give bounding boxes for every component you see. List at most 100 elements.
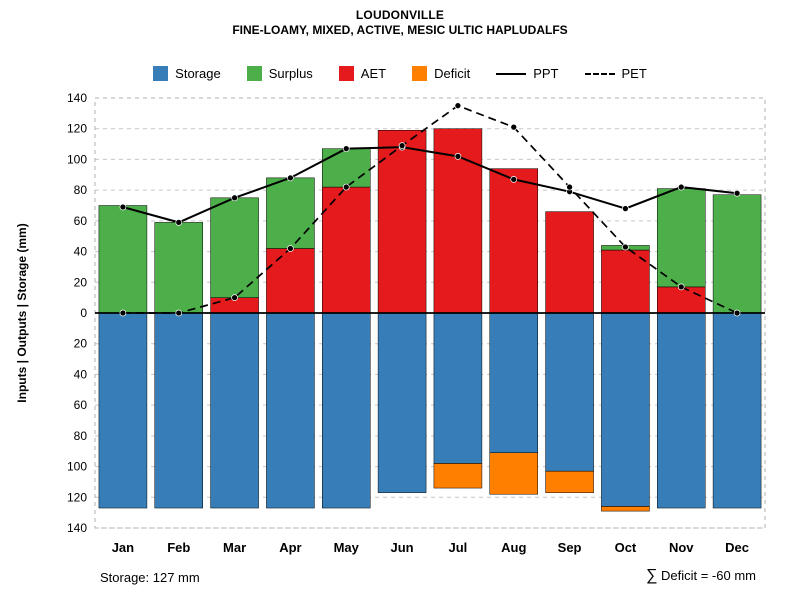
x-tick-label: Nov	[669, 540, 694, 555]
y-tick-label: 140	[67, 91, 87, 105]
bar-segment-aet	[657, 286, 706, 314]
legend-label-surplus: Surplus	[268, 66, 313, 81]
x-tick-label: Jul	[449, 540, 468, 555]
x-tick-label: Feb	[167, 540, 190, 555]
ppt-marker	[231, 194, 238, 202]
ppt-line	[122, 146, 738, 224]
legend-item-deficit: Deficit	[412, 66, 470, 81]
x-tick-label: Oct	[615, 540, 637, 555]
pet-marker	[566, 183, 573, 191]
pet-marker	[622, 243, 629, 251]
legend-item-aet: AET	[338, 66, 387, 81]
bar-segment-surplus	[657, 188, 706, 288]
x-tick-label: Mar	[223, 540, 246, 555]
legend-label-deficit: Deficit	[434, 66, 471, 81]
bar-segment-deficit	[545, 470, 594, 493]
legend-label-aet: AET	[360, 66, 387, 81]
sigma-symbol: ∑	[645, 567, 658, 584]
pet-marker	[175, 309, 183, 317]
y-tick-label: 80	[74, 429, 88, 443]
y-tick-label: 120	[67, 490, 87, 504]
bar-segment-surplus	[322, 148, 371, 188]
pet-marker	[342, 183, 350, 191]
legend-label-ppt: PPT	[533, 66, 559, 81]
legend-item-surplus: Surplus	[246, 66, 313, 81]
chart-legend: Storage Surplus AET Deficit PPT PET	[0, 66, 800, 81]
y-tick-label: 40	[74, 245, 88, 259]
pet-marker	[231, 294, 238, 301]
bar-segment-storage	[154, 312, 203, 509]
bar-segment-deficit	[489, 452, 538, 495]
x-tick-label: May	[334, 540, 360, 555]
deficit-swatch-icon	[412, 66, 428, 81]
bar-segment-surplus	[210, 197, 259, 298]
bar-segment-storage	[322, 312, 371, 509]
aet-swatch-icon	[338, 66, 354, 81]
ppt-solid-line-icon	[496, 72, 527, 75]
y-axis-title: Inputs | Outputs | Storage (mm)	[15, 223, 29, 402]
y-tick-label: 40	[74, 367, 88, 381]
page-title: LOUDONVILLE	[355, 8, 445, 22]
bar-segment-surplus	[712, 194, 762, 314]
deficit-text: Deficit = -60 mm	[657, 568, 756, 583]
ppt-marker	[119, 203, 127, 211]
pet-dashed-line-icon	[584, 72, 615, 75]
y-tick-label: 60	[74, 398, 88, 412]
bar-segment-surplus	[98, 205, 148, 314]
bar-segment-storage	[266, 312, 315, 509]
ppt-marker	[733, 189, 741, 197]
legend-label-storage: Storage	[175, 66, 221, 81]
bar-segment-deficit	[433, 463, 483, 489]
y-tick-label: 80	[74, 183, 88, 197]
y-tick-label: 60	[74, 214, 88, 228]
x-tick-label: Sep	[558, 540, 582, 555]
y-tick-label: 140	[67, 521, 87, 535]
ppt-marker	[677, 183, 685, 191]
bar-segment-aet	[266, 248, 315, 314]
x-tick-label: Jun	[391, 540, 414, 555]
bar-segment-storage	[489, 312, 538, 453]
pet-marker	[733, 309, 741, 317]
y-tick-label: 120	[67, 122, 87, 136]
bar-segment-storage	[545, 312, 594, 472]
bar-segment-aet	[322, 186, 371, 314]
pet-line	[122, 104, 738, 314]
bar-segment-storage	[712, 312, 762, 509]
bar-segment-aet	[601, 249, 650, 314]
bar-segment-storage	[657, 312, 706, 509]
x-tick-label: Jan	[112, 540, 134, 555]
ppt-marker	[175, 219, 183, 226]
y-tick-label: 20	[74, 337, 88, 351]
bar-segment-storage	[98, 312, 148, 509]
y-tick-label: 0	[80, 306, 87, 320]
pet-marker	[398, 142, 406, 149]
y-tick-label: 100	[67, 460, 87, 474]
ppt-marker	[622, 205, 629, 212]
bar-segment-deficit	[601, 506, 650, 512]
storage-swatch-icon	[153, 66, 169, 81]
bar-segment-aet	[545, 211, 594, 314]
bar-segment-aet	[489, 168, 538, 314]
bar-segment-storage	[210, 312, 259, 509]
bar-segment-storage	[433, 312, 483, 464]
bar-segment-aet	[377, 130, 427, 314]
ppt-marker	[454, 153, 462, 160]
y-tick-label: 100	[67, 152, 87, 166]
y-tick-label: 20	[74, 275, 88, 289]
bar-segment-surplus	[154, 222, 203, 314]
bar-segment-storage	[377, 312, 427, 493]
pet-marker	[677, 283, 685, 291]
legend-item-ppt: PPT	[496, 66, 559, 81]
x-tick-label: Apr	[279, 540, 301, 555]
legend-item-storage: Storage	[153, 66, 221, 81]
legend-label-pet: PET	[621, 66, 647, 81]
bar-segment-surplus	[266, 177, 315, 249]
ppt-marker	[510, 176, 518, 183]
ppt-marker	[342, 145, 350, 153]
x-tick-label: Dec	[725, 540, 749, 555]
pet-marker	[119, 309, 127, 317]
bar-segment-storage	[601, 312, 650, 507]
surplus-swatch-icon	[246, 66, 262, 81]
ppt-marker	[287, 174, 294, 182]
